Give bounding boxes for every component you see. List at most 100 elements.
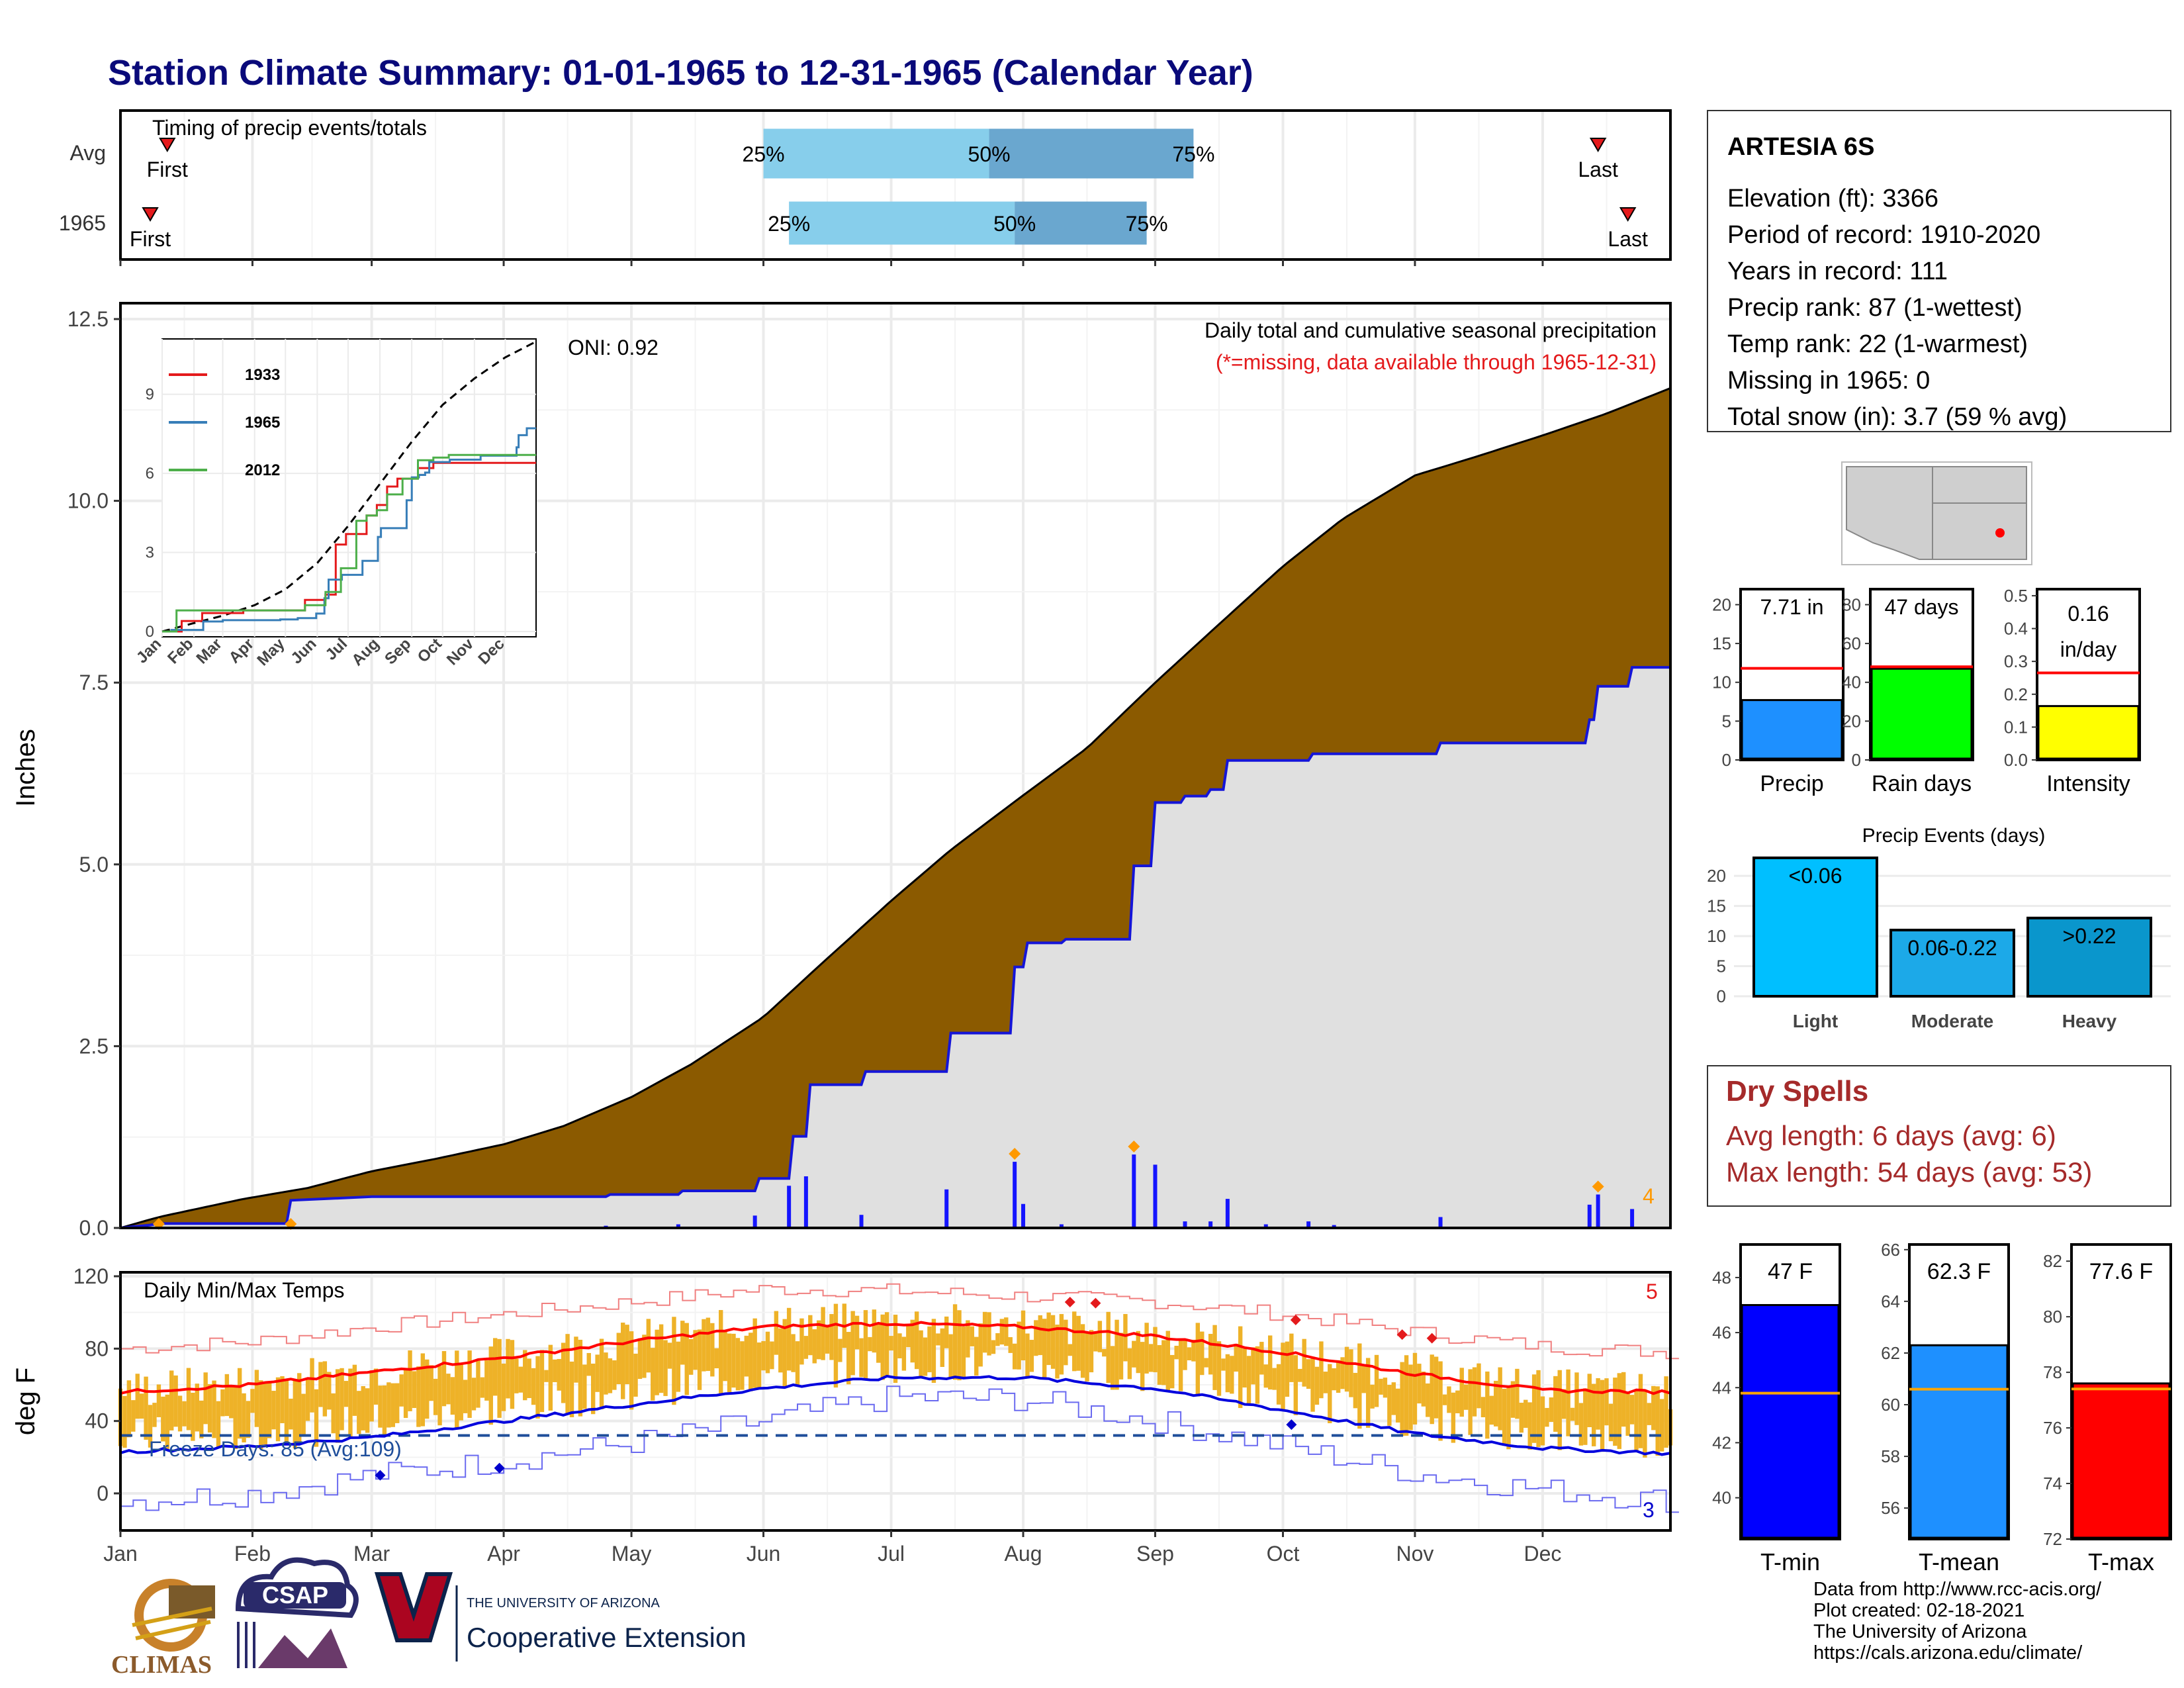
locator-map bbox=[1841, 461, 2032, 565]
daily-temp-range-bar bbox=[186, 1368, 191, 1430]
mini-bar-y-tick-label: 80 bbox=[1842, 594, 1861, 614]
timing-bar-early bbox=[763, 128, 989, 179]
precip-events-y-tick-label: 20 bbox=[1707, 866, 1726, 886]
daily-temp-range-bar bbox=[182, 1401, 187, 1427]
record-min-temp-line bbox=[120, 1385, 1679, 1513]
daily-temp-range-bar bbox=[280, 1376, 285, 1423]
timing-bar-late bbox=[989, 128, 1194, 179]
daily-precip-bar bbox=[1059, 1224, 1064, 1228]
daily-temp-range-bar bbox=[1046, 1312, 1051, 1366]
year-cumulative-precip-area bbox=[120, 667, 1670, 1228]
daily-temp-range-bar bbox=[484, 1360, 489, 1401]
daily-temp-range-bar bbox=[876, 1323, 881, 1363]
mini-bar-y-tick-label: 0.1 bbox=[2004, 717, 2028, 737]
mini-bar-y-tick-label: 5 bbox=[1722, 711, 1731, 731]
precip-panel-title: Daily total and cumulative seasonal prec… bbox=[1205, 318, 1657, 342]
daily-temp-range-bar bbox=[1302, 1338, 1306, 1387]
daily-temp-range-bar bbox=[420, 1353, 426, 1427]
daily-temp-range-bar bbox=[838, 1338, 842, 1362]
daily-temp-range-bar bbox=[1242, 1348, 1247, 1388]
daily-temp-range-bar bbox=[1157, 1344, 1162, 1385]
daily-temp-range-bar bbox=[782, 1319, 787, 1387]
station-info-line: Precip rank: 87 (1-wettest) bbox=[1727, 294, 2023, 322]
daily-temp-range-bar bbox=[1191, 1339, 1196, 1362]
temp-bar-y-tick-label: 46 bbox=[1712, 1323, 1731, 1342]
daily-temp-range-bar bbox=[1200, 1331, 1205, 1376]
university-of-arizona-logo: THE UNIVERSITY OF ARIZONA Cooperative Ex… bbox=[374, 1572, 747, 1662]
daily-temp-range-bar bbox=[1574, 1372, 1579, 1425]
daily-temp-range-bar bbox=[702, 1319, 706, 1372]
daily-temp-range-bar bbox=[651, 1348, 655, 1401]
daily-temp-range-bar bbox=[1459, 1368, 1464, 1417]
daily-temp-range-bar bbox=[680, 1321, 685, 1365]
daily-temp-range-bar bbox=[961, 1326, 966, 1379]
precip-event-bar-light bbox=[1752, 856, 1878, 998]
daily-temp-range-bar bbox=[1412, 1352, 1418, 1425]
daily-temp-range-bar bbox=[936, 1333, 940, 1346]
daily-temp-range-bar bbox=[1259, 1342, 1264, 1375]
inset-y-tick-label: 0 bbox=[146, 623, 154, 641]
daily-temp-range-bar bbox=[539, 1350, 545, 1413]
daily-temp-range-bar bbox=[574, 1336, 578, 1383]
daily-precip-bar bbox=[859, 1215, 864, 1228]
daily-temp-range-bar bbox=[1477, 1363, 1481, 1409]
month-tick-label: Jan bbox=[103, 1542, 138, 1566]
daily-temp-range-bar bbox=[910, 1319, 915, 1363]
daily-temp-range-bar bbox=[1438, 1361, 1443, 1441]
daily-temp-range-bar bbox=[1323, 1372, 1328, 1393]
temp-bar-t-max bbox=[2071, 1382, 2171, 1539]
temp-y-tick-label: 120 bbox=[73, 1264, 109, 1288]
daily-temp-range-bar bbox=[586, 1352, 591, 1376]
daily-temp-range-bar bbox=[948, 1334, 953, 1378]
daily-temp-range-bar bbox=[663, 1340, 668, 1396]
daily-temp-range-bar bbox=[1144, 1323, 1149, 1374]
station-info-line: Temp rank: 22 (1-warmest) bbox=[1727, 330, 2028, 358]
precip-events-y-tick-label: 10 bbox=[1707, 926, 1726, 946]
daily-temp-range-bar bbox=[1038, 1315, 1042, 1356]
station-location-marker bbox=[1995, 528, 2005, 538]
daily-temp-range-bar bbox=[250, 1389, 255, 1413]
daily-temp-range-bar bbox=[373, 1368, 379, 1405]
daily-temp-range-bar bbox=[719, 1310, 723, 1395]
daily-precip-bar bbox=[676, 1224, 680, 1228]
daily-precip-bar bbox=[803, 1176, 808, 1228]
average-max-temp-line bbox=[120, 1321, 1671, 1395]
mini-bar-label: Precip bbox=[1760, 771, 1823, 796]
daily-temp-range-bar bbox=[480, 1377, 485, 1398]
daily-temp-range-bar bbox=[1106, 1311, 1111, 1383]
daily-temp-range-bar bbox=[403, 1368, 408, 1419]
inset-legend-label: 1965 bbox=[245, 414, 280, 432]
daily-precip-bar bbox=[752, 1215, 757, 1228]
month-tick-label: Nov bbox=[1396, 1542, 1434, 1566]
daily-precip-bar bbox=[1332, 1225, 1336, 1228]
station-info-line: Years in record: 111 bbox=[1727, 258, 1948, 285]
daily-temp-range-bar bbox=[1140, 1342, 1145, 1391]
daily-temp-range-bar bbox=[361, 1385, 365, 1430]
daily-temp-range-bar bbox=[441, 1351, 447, 1407]
last-event-marker bbox=[1589, 138, 1607, 152]
inset-series-line-avg bbox=[161, 340, 537, 633]
precip-event-bar-moderate bbox=[1889, 929, 2015, 998]
daily-temp-range-bar bbox=[161, 1396, 165, 1442]
daily-temp-range-bar bbox=[625, 1325, 629, 1385]
dry-spells-max: Max length: 54 days (avg: 53) bbox=[1726, 1156, 2092, 1188]
mini-bar-y-tick-label: 0.2 bbox=[2004, 684, 2028, 704]
daily-temp-range-bar bbox=[854, 1315, 860, 1350]
daily-temp-range-bar bbox=[987, 1312, 991, 1356]
mini-bar-rain-days bbox=[1870, 667, 1973, 760]
daily-temp-range-bar bbox=[1524, 1399, 1528, 1428]
inset-y-tick-label: 9 bbox=[146, 386, 154, 404]
precip-event-bar-heavy bbox=[2026, 916, 2152, 998]
daily-temp-range-bar bbox=[501, 1363, 506, 1411]
temp-bar-y-tick-label: 42 bbox=[1712, 1432, 1731, 1452]
precip-y-tick-label: 12.5 bbox=[68, 307, 109, 331]
daily-temp-range-bar bbox=[697, 1329, 702, 1390]
daily-temp-range-bar bbox=[1396, 1388, 1400, 1423]
daily-temp-range-bar bbox=[727, 1333, 732, 1393]
precip-y-label: Inches bbox=[11, 729, 40, 807]
daily-precip-bar bbox=[1596, 1194, 1600, 1228]
daily-temp-range-bar bbox=[1136, 1331, 1140, 1374]
daily-temp-range-bar bbox=[131, 1400, 136, 1432]
daily-temp-range-bar bbox=[740, 1341, 745, 1390]
mini-bar-value: 7.71 in bbox=[1760, 595, 1823, 619]
